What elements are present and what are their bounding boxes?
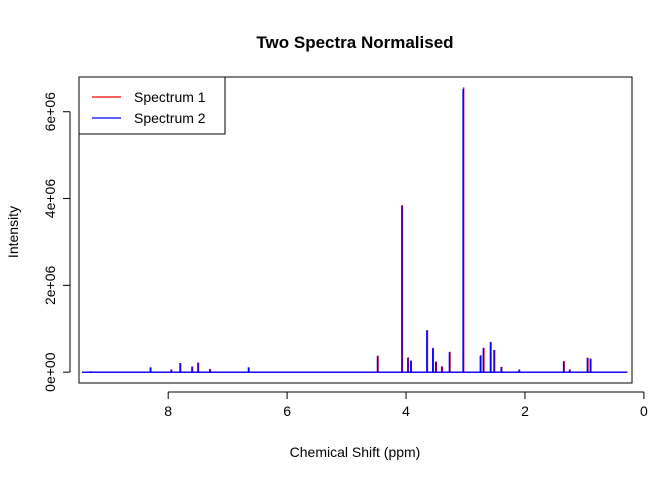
- y-axis: 0e+00 2e+06 4e+06 6e+06: [42, 92, 71, 392]
- y-tick-label: 4e+06: [42, 179, 58, 219]
- series-layer: [81, 87, 628, 373]
- series-2: [81, 89, 628, 373]
- legend-label: Spectrum 2: [134, 110, 206, 126]
- x-axis-label: Chemical Shift (ppm): [290, 444, 421, 460]
- x-tick-label: 8: [164, 403, 172, 419]
- x-axis: 8 6 4 2 0: [164, 391, 648, 419]
- legend-label: Spectrum 1: [134, 89, 206, 105]
- y-tick-label: 6e+06: [42, 92, 58, 132]
- x-tick-label: 4: [402, 403, 410, 419]
- plot-frame: [78, 76, 633, 384]
- legend-box: [78, 76, 226, 135]
- chart-title: Two Spectra Normalised: [256, 33, 453, 52]
- y-tick-label: 0e+00: [42, 352, 58, 392]
- y-axis-label: Intensity: [5, 206, 21, 258]
- x-tick-label: 0: [640, 403, 648, 419]
- x-tick-label: 6: [283, 403, 291, 419]
- x-tick-label: 2: [521, 403, 529, 419]
- y-tick-label: 2e+06: [42, 265, 58, 305]
- legend: Spectrum 1 Spectrum 2: [78, 76, 226, 135]
